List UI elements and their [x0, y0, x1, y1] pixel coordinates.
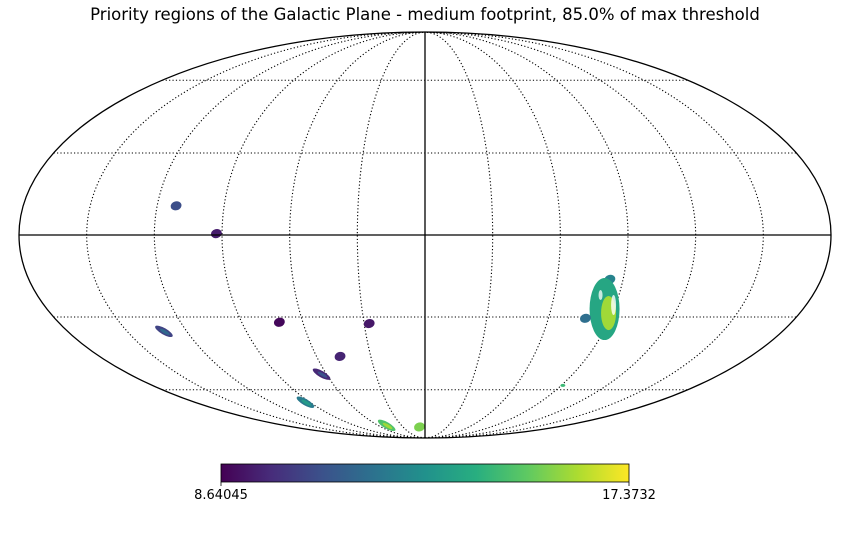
region-core: [301, 399, 312, 406]
priority-region: [170, 201, 182, 211]
axes-lines: [18, 31, 832, 439]
colorbar: [220, 463, 630, 483]
priority-region: [377, 419, 396, 432]
region-core: [317, 371, 328, 378]
priority-region: [589, 278, 620, 341]
chart-title: Priority regions of the Galactic Plane -…: [90, 5, 760, 24]
priority-region: [579, 313, 591, 323]
priority-regions: [155, 201, 620, 432]
map-outline: [18, 31, 832, 439]
region-patch: [273, 317, 285, 327]
region-patch: [170, 201, 182, 211]
region-patch: [334, 351, 346, 361]
region-gap: [611, 295, 617, 316]
colorbar-min-label: 8.64045: [194, 488, 248, 503]
colorbar-max-label: 17.3732: [602, 488, 656, 503]
meridian-line: [221, 31, 426, 439]
region-gap: [598, 290, 603, 301]
region-patch: [560, 383, 566, 387]
priority-region: [155, 325, 173, 338]
priority-region: [363, 318, 375, 329]
priority-region: [334, 351, 346, 361]
priority-region: [312, 368, 331, 380]
meridian-line: [424, 31, 697, 439]
priority-region: [560, 383, 566, 387]
region-core: [159, 328, 170, 335]
region-patch: [363, 318, 375, 329]
region-patch: [414, 422, 425, 432]
meridian-line: [356, 31, 426, 439]
meridian-line: [424, 31, 629, 439]
meridian-line: [153, 31, 426, 439]
region-core: [382, 422, 393, 429]
priority-region: [210, 229, 222, 239]
priority-region: [273, 317, 285, 327]
region-patch: [579, 313, 591, 323]
priority-region: [414, 422, 425, 432]
priority-region: [296, 396, 315, 408]
region-patch: [210, 229, 222, 239]
